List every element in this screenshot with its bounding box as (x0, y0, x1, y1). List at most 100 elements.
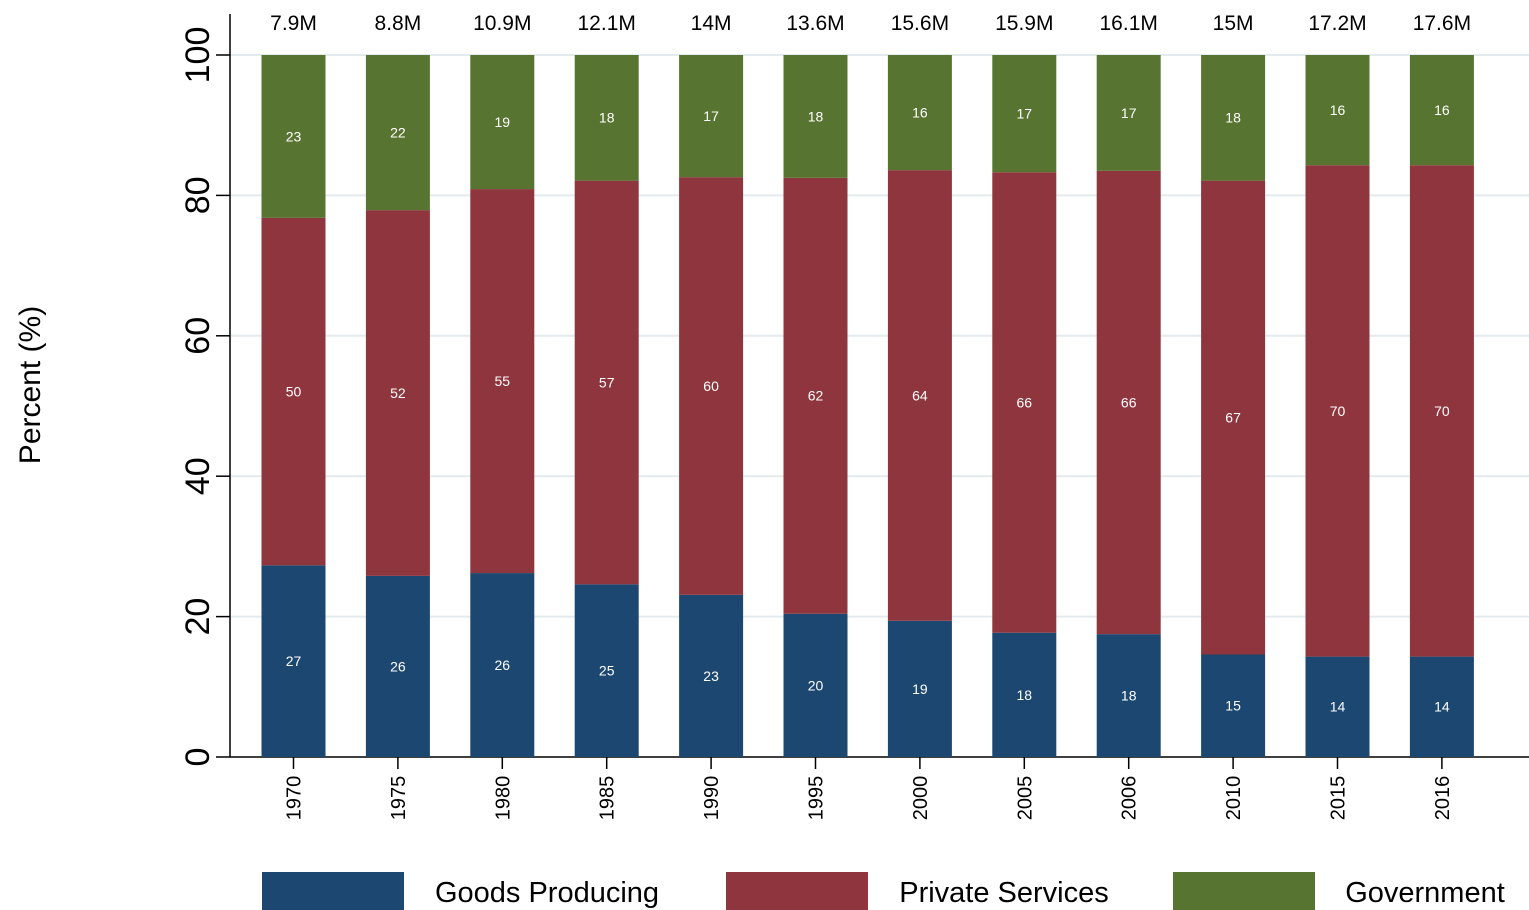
x-tick-label: 1970 (284, 776, 306, 821)
legend-swatch (262, 872, 404, 910)
bar-1985: 25 57 18 (574, 55, 639, 757)
bar-total-label: 15.6M (891, 12, 949, 35)
bar-segment (679, 55, 744, 178)
bar-2000: 19 64 16 (887, 55, 952, 757)
segment-label: 26 (390, 658, 406, 674)
bar-segment (261, 565, 326, 757)
x-tick-label: 2006 (1119, 776, 1141, 821)
bar-segment (470, 573, 535, 757)
legend-item: Government (1173, 872, 1505, 910)
bar-segment (1409, 165, 1474, 657)
x-tick-label: 2000 (910, 776, 932, 821)
y-tick-label: 0 (179, 748, 217, 767)
bar-segment (1096, 170, 1161, 635)
bar-1995: 20 62 18 (783, 55, 848, 757)
bar-segment (365, 575, 430, 757)
x-tick-label: 1995 (806, 776, 828, 821)
x-tick-label: 1975 (388, 776, 410, 821)
segment-label: 16 (1434, 102, 1450, 118)
y-tick-label: 40 (179, 457, 217, 495)
bar-total-label: 17.6M (1413, 12, 1471, 35)
segment-label: 27 (286, 653, 302, 669)
bar-segment (1305, 165, 1370, 657)
bar-total-label: 16.1M (1100, 12, 1158, 35)
bar-segment (470, 189, 535, 574)
bar-2006: 18 66 17 (1096, 55, 1161, 757)
bar-1975: 26 52 22 (365, 55, 430, 757)
bar-segment (1201, 180, 1266, 655)
bar-2010: 15 67 18 (1201, 55, 1266, 757)
bar-segment (783, 55, 848, 178)
bar-2015: 14 70 16 (1305, 55, 1370, 757)
segment-label: 20 (808, 677, 824, 693)
bar-segment (1409, 656, 1474, 757)
bar-segment (992, 632, 1057, 757)
segment-label: 17 (1017, 106, 1033, 122)
segment-label: 22 (390, 124, 406, 140)
segment-label: 23 (286, 128, 302, 144)
bar-segment (365, 55, 430, 211)
x-tick-label: 2016 (1432, 776, 1454, 821)
segment-label: 16 (912, 104, 928, 120)
legend-label: Goods Producing (435, 877, 659, 909)
segment-label: 62 (808, 388, 824, 404)
bar-segment (365, 210, 430, 576)
x-tick-label: 1985 (597, 776, 619, 821)
legend-swatch (1173, 872, 1315, 910)
bar-total-label: 8.8M (375, 12, 422, 35)
bar-segment (470, 55, 535, 190)
bar-segment (887, 55, 952, 171)
bar-total-label: 15.9M (995, 12, 1053, 35)
bar-segment (1201, 654, 1266, 757)
bar-segment (992, 172, 1057, 633)
bar-segment (574, 584, 639, 757)
segment-label: 57 (599, 374, 615, 390)
bar-2005: 18 66 17 (992, 55, 1057, 757)
segment-label: 16 (1330, 102, 1346, 118)
bar-total-label: 12.1M (578, 12, 636, 35)
legend: Goods Producing Private Services Governmen… (262, 872, 1505, 910)
bar-segment (574, 180, 639, 585)
segment-label: 67 (1225, 409, 1241, 425)
segment-label: 70 (1434, 403, 1450, 419)
bar-totals: 7.9M 8.8M 10.9M 12.1M 14M 13.6M 15.6M 15.9M 16.1… (270, 12, 1471, 35)
segment-label: 14 (1330, 699, 1346, 715)
segment-label: 17 (703, 108, 719, 124)
segment-label: 15 (1225, 698, 1241, 714)
bar-segment (1096, 634, 1161, 757)
bar-segment (887, 620, 952, 757)
segment-label: 19 (495, 114, 511, 130)
segment-label: 26 (495, 657, 511, 673)
x-tick-label: 2015 (1328, 776, 1350, 821)
bar-segment (1305, 55, 1370, 166)
segment-label: 17 (1121, 105, 1137, 121)
bar-2016: 14 70 16 (1409, 55, 1474, 757)
bar-segment (783, 613, 848, 757)
bar-total-label: 7.9M (270, 12, 317, 35)
y-axis-ticks: 0 20 40 60 80 100 (179, 27, 230, 767)
segment-label: 60 (703, 378, 719, 394)
bar-segment (1201, 55, 1266, 181)
bar-1990: 23 60 17 (679, 55, 744, 757)
x-tick-label: 2010 (1223, 776, 1245, 821)
bar-total-label: 13.6M (786, 12, 844, 35)
legend-item: Private Services (726, 872, 1109, 910)
x-tick-label: 1990 (701, 776, 723, 821)
bar-segment (261, 217, 326, 566)
segment-label: 23 (703, 668, 719, 684)
x-axis-ticks: 1970 1975 1980 1985 1990 1995 2000 2005 2006 2010… (284, 757, 1454, 820)
y-tick-label: 80 (179, 176, 217, 214)
bar-segment (574, 55, 639, 181)
bar-segment (1096, 55, 1161, 171)
bars: 27 50 23 26 52 22 26 55 19 25 57 18 23 60 17 20 62 18 19 64… (261, 55, 1474, 757)
segment-label: 70 (1330, 403, 1346, 419)
bar-segment (1305, 656, 1370, 757)
segment-label: 66 (1017, 394, 1033, 410)
y-axis-title: Percent (%) (14, 306, 47, 464)
bar-1970: 27 50 23 (261, 55, 326, 757)
segment-label: 18 (1225, 110, 1241, 126)
bar-segment (1409, 55, 1474, 166)
bar-segment (679, 594, 744, 757)
segment-label: 55 (495, 373, 511, 389)
bar-segment (679, 177, 744, 595)
